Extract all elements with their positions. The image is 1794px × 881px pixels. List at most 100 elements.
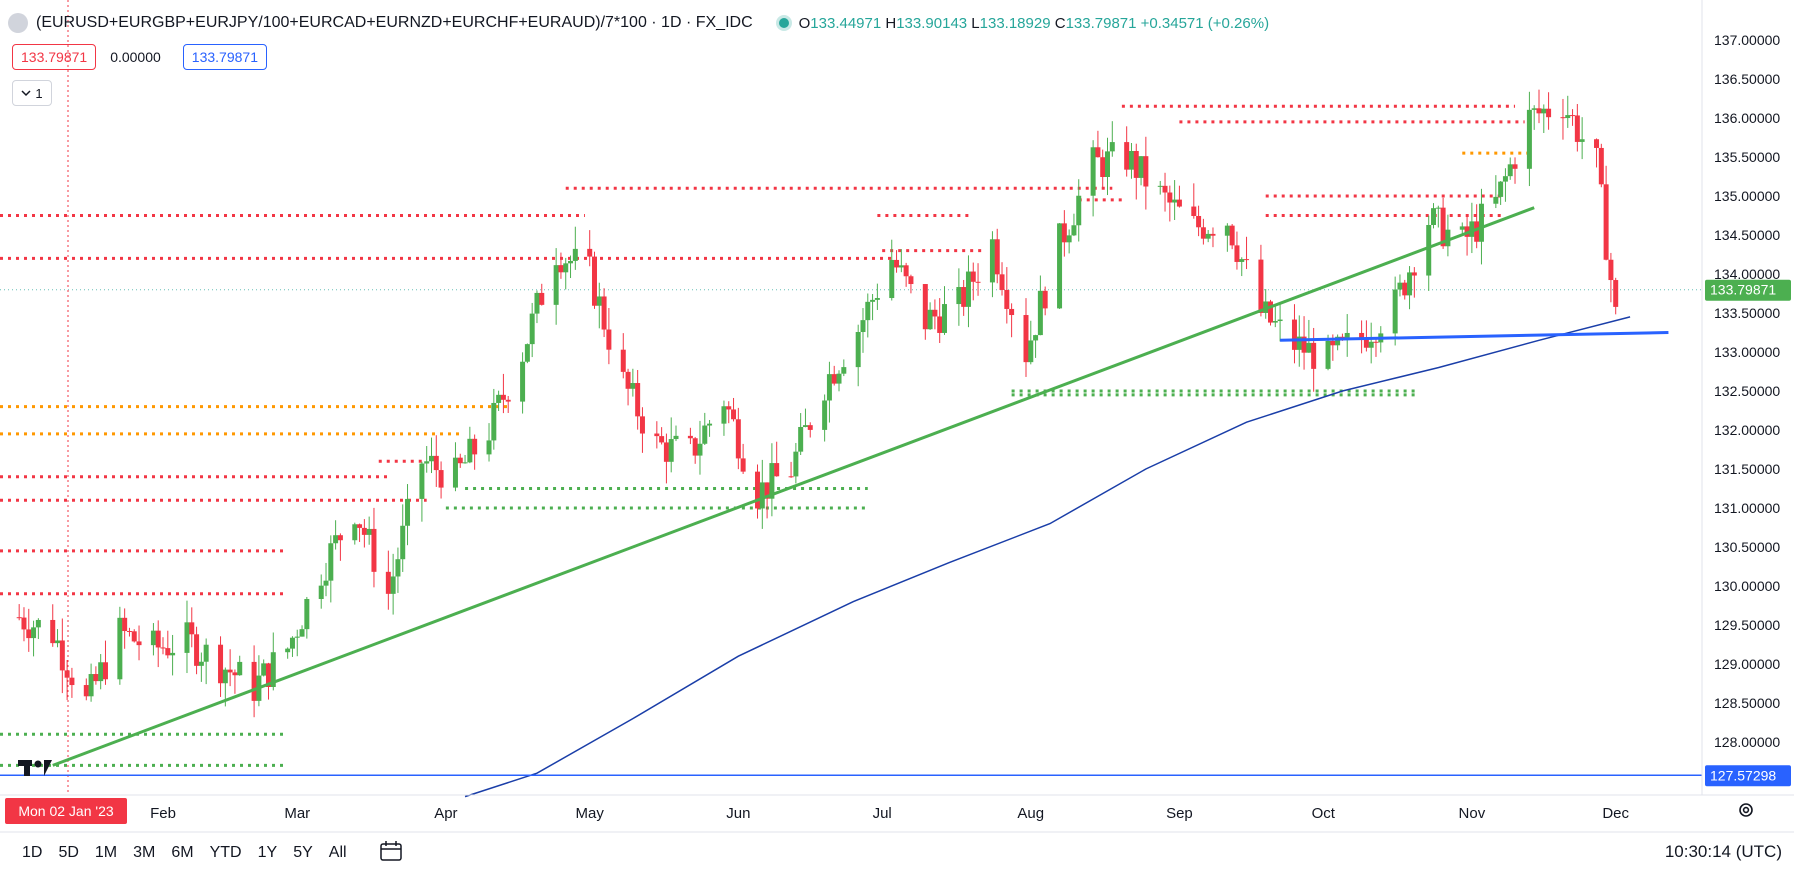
- range-1m-button[interactable]: 1M: [94, 844, 118, 861]
- candle-body: [802, 425, 808, 427]
- candle-body: [553, 265, 559, 305]
- candle-body: [922, 284, 928, 330]
- candle-body: [433, 455, 439, 471]
- time-tick-label: Dec: [1602, 805, 1629, 822]
- candle-body: [836, 373, 842, 384]
- candle-body: [1234, 245, 1240, 262]
- time-tick-label: Aug: [1017, 805, 1044, 822]
- candle-body: [496, 394, 502, 403]
- candle-body: [328, 543, 334, 581]
- candle-body: [1536, 108, 1542, 114]
- candle-body: [874, 298, 880, 300]
- candle-body: [457, 457, 463, 464]
- candle-body: [1268, 301, 1274, 323]
- candle-body: [793, 451, 799, 477]
- candle-body: [870, 299, 876, 302]
- candle-body: [673, 435, 679, 440]
- candle-body: [1579, 139, 1585, 142]
- candle-body: [1244, 259, 1250, 261]
- price-tick-label: 135.00000: [1714, 188, 1780, 204]
- high-label: H: [885, 14, 897, 32]
- collapse-indicators-button[interactable]: 1: [12, 80, 52, 106]
- candle-body: [1474, 221, 1480, 242]
- chart-settings-button[interactable]: [1736, 800, 1756, 825]
- time-tick-label: Nov: [1459, 805, 1486, 822]
- candle-body: [697, 443, 703, 456]
- candle-body: [1431, 208, 1437, 225]
- gear-icon: [1739, 803, 1753, 817]
- close-value: 133.79871: [1065, 14, 1137, 32]
- candle-body: [865, 301, 871, 321]
- candle-body: [1258, 259, 1264, 313]
- candle-body: [1037, 290, 1043, 336]
- high-value: 133.90143: [896, 14, 968, 32]
- candle-body: [55, 640, 61, 644]
- candle-body: [1560, 117, 1566, 119]
- candle-body: [165, 648, 171, 656]
- candle-body: [520, 361, 526, 402]
- candle-body: [160, 647, 166, 649]
- candle-body: [956, 287, 962, 305]
- candle-body: [16, 617, 22, 619]
- range-all-button[interactable]: All: [328, 844, 347, 861]
- candle-body: [908, 276, 914, 285]
- range-5d-button[interactable]: 5D: [58, 844, 79, 861]
- candle-body: [769, 463, 775, 499]
- candle-body: [563, 263, 569, 273]
- price-tick-label: 132.50000: [1714, 383, 1780, 399]
- candle-body: [357, 524, 363, 528]
- candle-body: [265, 663, 271, 687]
- candle-body: [1613, 280, 1619, 307]
- support-segment: [1280, 331, 1669, 342]
- candle-body: [572, 248, 578, 261]
- indicator-value-3: 133.79871: [182, 44, 267, 70]
- utc-clock[interactable]: 10:30:14 (UTC): [1664, 842, 1782, 861]
- candle-body: [989, 239, 995, 283]
- candle-body: [1157, 185, 1163, 187]
- candle-body: [352, 524, 358, 541]
- candle-body: [251, 661, 257, 701]
- last-price-label: 133.79871: [1710, 282, 1776, 298]
- range-6m-button[interactable]: 6M: [171, 844, 194, 861]
- candle-body: [462, 462, 468, 464]
- candle-body: [1397, 282, 1403, 290]
- candle-body: [1200, 227, 1206, 239]
- candle-body: [798, 426, 804, 452]
- range-ytd-button[interactable]: YTD: [209, 844, 242, 861]
- candle-body: [1196, 215, 1202, 228]
- range-1y-button[interactable]: 1Y: [257, 844, 278, 861]
- candle-body: [654, 433, 660, 437]
- candle-body: [1411, 272, 1417, 276]
- candle-body: [285, 648, 291, 653]
- range-3m-button[interactable]: 3M: [133, 844, 156, 861]
- time-tick-label: Sep: [1166, 805, 1193, 822]
- ohlc-values: O133.44971 H133.90143 L133.18929 C133.79…: [799, 15, 1269, 32]
- range-1d-button[interactable]: 1D: [22, 844, 43, 861]
- symbol-title[interactable]: (EURUSD+EURGBP+EURJPY/100+EURCAD+EURNZD+…: [36, 14, 753, 31]
- candle-body: [337, 535, 343, 541]
- candle-body: [385, 571, 391, 594]
- candle-body: [1210, 233, 1216, 236]
- candle-body: [122, 617, 128, 632]
- candle-body: [1330, 340, 1336, 346]
- candle-body: [1071, 225, 1077, 236]
- candle-body: [568, 260, 574, 264]
- candle-body: [1440, 207, 1446, 247]
- candle-body: [318, 585, 324, 599]
- candle-body: [841, 367, 847, 374]
- candle-body: [932, 309, 938, 317]
- candle-body: [405, 498, 411, 526]
- go-to-date-button[interactable]: [379, 840, 403, 867]
- candle-body: [606, 329, 612, 350]
- candle-body: [1445, 229, 1451, 247]
- candle-body: [855, 332, 861, 368]
- candle-body: [759, 482, 765, 509]
- candle-body: [539, 292, 545, 305]
- range-5y-button[interactable]: 5Y: [293, 844, 313, 861]
- candle-body: [1229, 225, 1235, 246]
- candle-body: [740, 458, 746, 472]
- candle-body: [1311, 342, 1317, 369]
- time-axis[interactable]: Feb Mar Apr May Jun Jul Aug Sep Oct Nov Dec Mon 02 …: [0, 794, 1794, 833]
- price-axis[interactable]: 137.00000 136.50000 136.00000 135.50000 135.…: [1701, 0, 1791, 795]
